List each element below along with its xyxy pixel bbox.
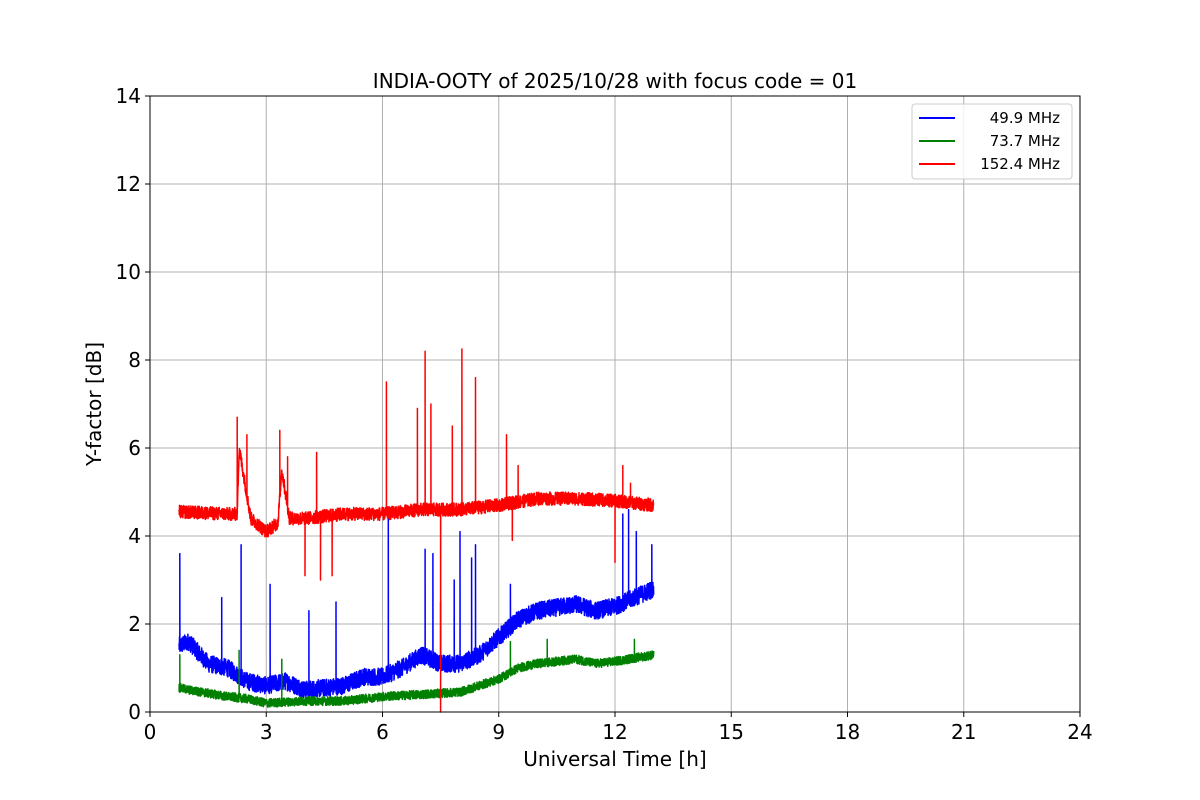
y-tick-label: 12 (116, 172, 141, 196)
y-tick-label: 10 (116, 260, 141, 284)
legend: 49.9 MHz 73.7 MHz 152.4 MHz (911, 103, 1073, 180)
x-tick-label: 15 (719, 720, 744, 744)
chart-title: INDIA-OOTY of 2025/10/28 with focus code… (373, 69, 857, 93)
y-tick-label: 0 (128, 700, 141, 724)
x-axis-label: Universal Time [h] (523, 747, 706, 771)
x-tick-label: 21 (951, 720, 976, 744)
series-line-73-7-mhz (178, 638, 655, 709)
x-tick-label: 24 (1067, 720, 1092, 744)
y-tick-label: 14 (116, 84, 141, 108)
x-tick-label: 6 (376, 720, 389, 744)
x-tick-label: 0 (144, 720, 157, 744)
series-group (178, 348, 655, 713)
legend-box (911, 103, 1073, 180)
x-tick-label: 12 (602, 720, 627, 744)
x-tick-label: 3 (260, 720, 273, 744)
x-tick-label: 9 (492, 720, 505, 744)
y-tick-label: 2 (128, 612, 141, 636)
series-line-152-4-mhz (178, 348, 655, 713)
series-line-49-9-mhz (178, 508, 655, 699)
x-tick-label: 18 (835, 720, 860, 744)
y-tick-label: 6 (128, 436, 141, 460)
y-tick-label: 4 (128, 524, 141, 548)
grid (149, 95, 1081, 713)
legend-label: 152.4 MHz (980, 155, 1060, 173)
legend-label: 49.9 MHz (990, 109, 1060, 127)
legend-label: 73.7 MHz (990, 132, 1060, 150)
y-axis-label: Y-factor [dB] (82, 342, 106, 467)
y-tick-label: 8 (128, 348, 141, 372)
